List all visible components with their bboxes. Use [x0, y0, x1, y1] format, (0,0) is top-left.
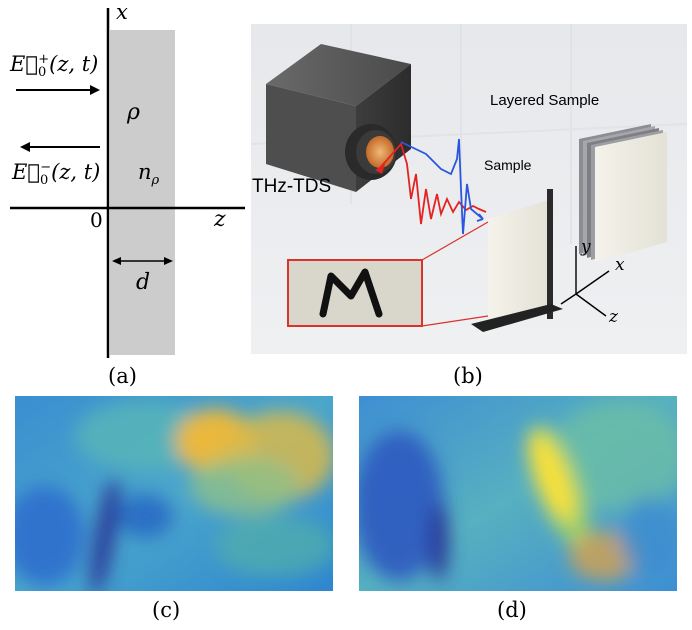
inset-connector-top	[421, 221, 489, 261]
heatmap-d	[354, 396, 689, 591]
incident-sub: 0	[37, 65, 47, 81]
inset-letter-shape	[319, 268, 383, 318]
thickness-arrowhead-left	[112, 257, 121, 265]
incident-pulse	[400, 138, 484, 235]
layered-sample	[579, 124, 667, 262]
n-label: n	[138, 160, 152, 184]
panel-d	[354, 396, 689, 591]
caption-c: (c)	[152, 598, 181, 622]
sample-label: Sample	[484, 157, 532, 173]
incident-pulse-arrowhead	[476, 213, 484, 222]
source-label: THz-TDS	[252, 176, 332, 197]
slab	[110, 30, 175, 355]
incident-sup: +	[38, 52, 50, 67]
incident-arg: (z, t)	[49, 52, 99, 76]
panel-a: x z 0 E⃗0+(z, t) E⃗0−(z, t) ρ nρ d (a)	[0, 0, 250, 395]
axis-z-label-b: z	[609, 307, 618, 327]
thz-tds-device	[266, 44, 411, 192]
reflected-arrowhead	[20, 142, 30, 152]
setup-render	[250, 24, 688, 354]
axis-x-label: x	[116, 0, 128, 24]
origin-label: 0	[90, 208, 103, 232]
heatmap-c	[5, 396, 335, 596]
caption-b: (b)	[453, 364, 483, 388]
caption-a: (a)	[108, 364, 137, 388]
thickness-arrowhead-right	[164, 257, 173, 265]
axis-x-label-b: x	[615, 255, 625, 275]
inset-connector-bottom	[421, 315, 489, 327]
reflected-arg: (z, t)	[51, 160, 101, 184]
thickness-label: d	[136, 270, 151, 295]
axis-y-label-b: y	[581, 237, 591, 257]
n-sub: ρ	[151, 173, 160, 189]
caption-d: (d)	[497, 598, 527, 622]
reflected-sup: −	[40, 160, 52, 175]
coordinate-axes	[560, 246, 610, 317]
refractive-index-label: nρ	[138, 160, 159, 188]
rho-label: ρ	[127, 100, 140, 125]
reflected-pulse	[378, 142, 487, 225]
panel-c	[5, 396, 335, 596]
panel-b: THz-TDS Sample Layered Sample x z	[250, 24, 688, 354]
reflected-base: E⃗	[12, 160, 40, 184]
sample-holder	[471, 189, 563, 332]
reflected-field-label: E⃗0−(z, t)	[12, 160, 100, 188]
panel-a-diagram	[10, 8, 245, 358]
incident-field-label: E⃗0+(z, t)	[10, 52, 98, 80]
reflected-sub: 0	[39, 173, 49, 189]
incident-arrowhead	[90, 85, 100, 95]
reflected-pulse-arrowhead	[375, 164, 385, 174]
axis-z-label: z	[214, 207, 226, 232]
layered-sample-label: Layered Sample	[490, 92, 600, 109]
incident-base: E⃗	[10, 52, 38, 76]
